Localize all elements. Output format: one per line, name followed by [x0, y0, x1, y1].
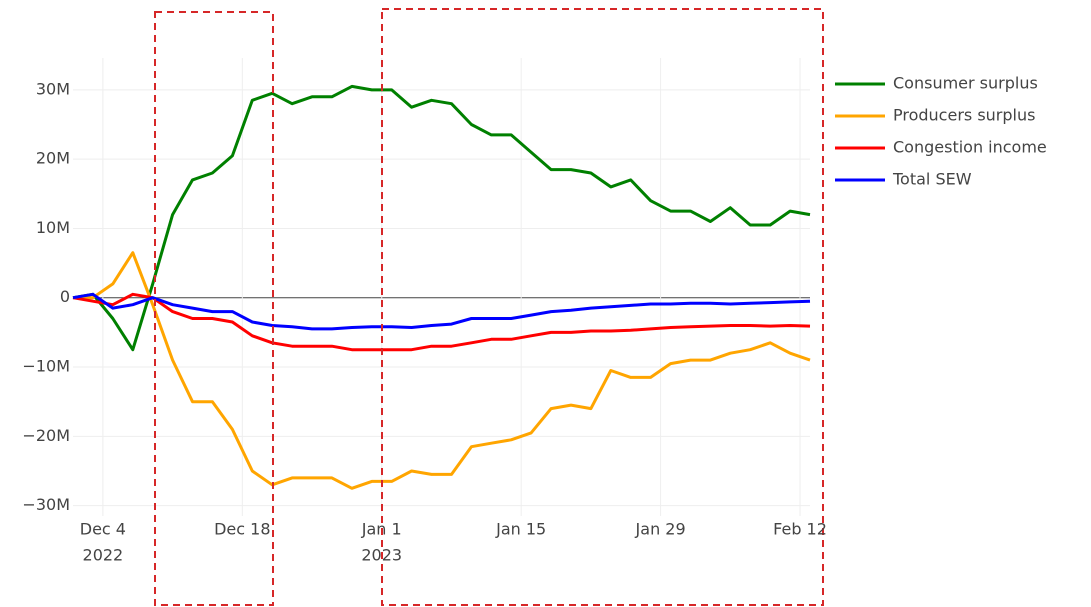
x-tick-label: Feb 12 [773, 520, 827, 539]
highlight-box [154, 11, 274, 606]
y-tick-label: −30M [22, 495, 70, 514]
y-tick-label: −20M [22, 426, 70, 445]
lines [72, 84, 811, 490]
legend-label: Producers surplus [893, 106, 1035, 125]
x-tick-year: 2023 [361, 546, 402, 565]
series-line [73, 251, 811, 490]
legend-label: Congestion income [893, 138, 1047, 157]
y-tick-label: 0 [60, 287, 70, 306]
y-tick-label: −10M [22, 357, 70, 376]
highlight-box [381, 8, 824, 606]
grid [73, 58, 810, 516]
x-tick-label: Jan 15 [495, 520, 546, 539]
series-line [72, 292, 811, 352]
y-tick-label: 20M [36, 149, 70, 168]
x-tick-label: Dec 4 [80, 520, 126, 539]
y-tick-label: 10M [36, 218, 70, 237]
x-tick-label: Jan 1 [361, 520, 402, 539]
series-line [72, 84, 811, 352]
x-tick-label: Dec 18 [214, 520, 270, 539]
x-tick-year: 2022 [83, 546, 124, 565]
x-tick-label: Jan 29 [635, 520, 686, 539]
y-tick-label: 30M [36, 79, 70, 98]
legend-label: Total SEW [892, 170, 972, 189]
series-line [72, 292, 811, 331]
legend-label: Consumer surplus [893, 74, 1038, 93]
